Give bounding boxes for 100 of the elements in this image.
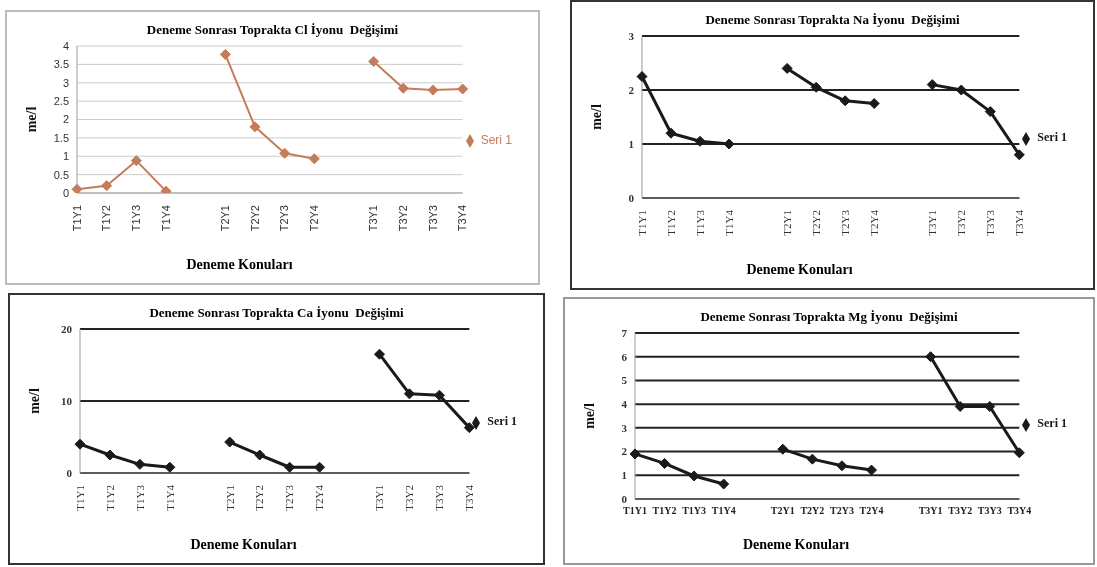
point (224, 436, 236, 448)
x-tick-label: T3Y2 (403, 485, 416, 511)
x-tick-label: T2Y1 (780, 210, 793, 236)
point (463, 422, 475, 434)
y-tick-label: 3.5 (53, 58, 69, 71)
x-tick-label: T1Y3 (693, 209, 706, 236)
point (457, 83, 469, 95)
x-tick-label: T3Y3 (977, 505, 1002, 517)
x-tick-label: T3Y4 (456, 205, 469, 232)
y-tick-label: 20 (61, 322, 73, 335)
point (777, 443, 789, 455)
point (368, 55, 380, 67)
x-tick-label: T3Y1 (367, 205, 380, 232)
chart-title: Deneme Sonrası Toprakta Mg İyonu Değişimi (699, 309, 959, 325)
x-tick-label: T2Y4 (308, 205, 321, 232)
y-tick-label: 5 (621, 374, 628, 387)
x-tick-label: T2Y4 (859, 505, 884, 517)
x-tick-label: T2Y1 (770, 505, 795, 517)
x-tick-label: T2Y1 (219, 205, 232, 232)
point (629, 448, 641, 460)
x-tick-label: T1Y4 (163, 484, 176, 511)
legend-label: Seri 1 (1037, 130, 1067, 145)
x-tick-label: T3Y4 (1007, 505, 1032, 517)
legend-label: Seri 1 (487, 414, 517, 429)
point (806, 453, 818, 465)
x-tick-label: T1Y3 (133, 484, 146, 511)
point (427, 84, 439, 96)
point (308, 153, 320, 165)
point (839, 95, 851, 107)
point (314, 461, 326, 473)
x-tick-label: T2Y3 (838, 209, 851, 236)
x-tick-label: T2Y3 (278, 205, 291, 232)
y-axis-title: me/l (26, 388, 42, 414)
x-tick-label: T1Y2 (652, 505, 677, 517)
x-tick-label: T1Y3 (682, 505, 707, 517)
y-tick-label: 1 (621, 469, 627, 482)
point (694, 135, 706, 147)
point (134, 458, 146, 470)
point (659, 457, 671, 469)
point (71, 183, 83, 193)
point (636, 71, 648, 82)
x-tick-label: T1Y1 (73, 485, 86, 511)
point (164, 461, 176, 473)
point (254, 449, 268, 461)
point (1013, 149, 1025, 161)
y-tick-label: 3 (628, 29, 635, 42)
point (925, 351, 937, 363)
y-tick-label: 1 (628, 137, 634, 150)
point (249, 121, 261, 133)
x-tick-label: T3Y2 (397, 205, 410, 232)
chart-title: Deneme Sonrası Toprakta Na İyonu Değişimi (704, 12, 961, 28)
y-axis-title: me/l (23, 106, 39, 133)
point (984, 106, 996, 118)
y-tick-label: 1.5 (53, 131, 69, 144)
x-tick-label: T3Y1 (373, 485, 386, 511)
y-tick-label: 0 (62, 186, 69, 199)
point (74, 438, 86, 450)
point (781, 62, 793, 74)
point (397, 82, 409, 94)
point (373, 348, 385, 360)
y-tick-label: 4 (62, 39, 69, 52)
y-tick-label: 0 (628, 191, 635, 204)
x-tick-label: T3Y4 (1013, 209, 1026, 236)
point (868, 98, 880, 109)
y-tick-label: 6 (621, 350, 628, 363)
x-tick-label: T2Y2 (248, 205, 261, 232)
x-tick-label: T1Y4 (159, 205, 172, 232)
x-tick-label: T2Y2 (809, 210, 822, 236)
chart-title: Deneme Sonrası Toprakta Ca İyonu Değişimi (148, 305, 405, 321)
x-axis-title: Deneme Konuları (741, 537, 851, 553)
x-axis-title: Deneme Konuları (185, 257, 294, 273)
point (101, 180, 113, 192)
x-tick-label: T3Y2 (948, 505, 973, 517)
point (219, 48, 231, 60)
y-tick-label: 2.5 (53, 95, 69, 108)
x-tick-label: T3Y1 (918, 505, 943, 517)
y-axis-title: me/l (588, 104, 604, 130)
x-tick-label: T1Y1 (635, 210, 648, 236)
y-tick-label: 0.5 (53, 168, 69, 181)
y-tick-label: 1 (62, 150, 69, 163)
point (665, 127, 677, 139)
point (810, 81, 822, 93)
point (130, 155, 142, 167)
x-tick-label: T3Y1 (926, 210, 939, 236)
legend-label: Seri 1 (1037, 416, 1067, 431)
x-tick-label: T2Y1 (223, 485, 236, 511)
chart-title: Deneme Sonrası Toprakta Cl İyonu Değişimi (145, 22, 400, 38)
x-tick-label: T1Y3 (130, 205, 143, 232)
x-tick-label: T1Y1 (70, 205, 83, 232)
x-tick-label: T1Y2 (103, 485, 116, 511)
x-tick-label: T2Y2 (800, 505, 825, 517)
x-tick-label: T1Y4 (711, 505, 736, 517)
x-tick-label: T2Y4 (313, 484, 326, 511)
point (403, 388, 415, 400)
y-tick-label: 0 (621, 492, 628, 505)
y-tick-label: 2 (62, 113, 69, 126)
point (926, 79, 938, 91)
x-tick-label: T3Y3 (433, 484, 446, 511)
x-tick-label: T2Y4 (868, 209, 881, 236)
point (104, 449, 116, 461)
